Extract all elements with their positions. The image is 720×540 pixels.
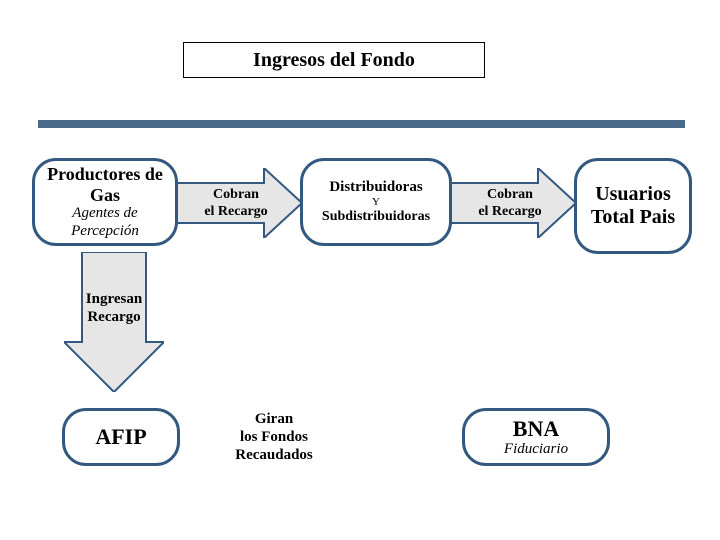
node-productores-title: Productores de Gas [41,164,169,205]
label-giran-line3: Recaudados [235,446,313,464]
arrow-ingresan-label: Ingresan Recargo [70,288,158,328]
node-distribuidoras-mid: Y [372,196,380,209]
node-distribuidoras-sub: Subdistribuidoras [322,209,430,225]
node-distribuidoras: Distribuidoras Y Subdistribuidoras [300,158,452,246]
node-bna: BNA Fiduciario [462,408,610,466]
node-usuarios: Usuarios Total Pais [574,158,692,254]
node-productores: Productores de Gas Agentes de Percepción [32,158,178,246]
node-usuarios-title: Usuarios Total Pais [583,183,683,229]
arrow-cobran-2-line1: Cobran [487,187,533,204]
arrow-cobran-1-line1: Cobran [213,187,259,204]
arrow-cobran-2-line2: el Recargo [478,204,541,221]
label-giran: Giran los Fondos Recaudados [214,408,334,466]
label-giran-line1: Giran [255,410,293,428]
arrow-cobran-1-line2: el Recargo [204,204,267,221]
label-giran-line2: los Fondos [240,428,308,446]
arrow-ingresan-line2: Recargo [87,308,140,326]
node-afip: AFIP [62,408,180,466]
node-distribuidoras-title: Distribuidoras [329,179,422,196]
arrow-cobran-1-label: Cobran el Recargo [196,184,276,224]
node-productores-sub: Agentes de Percepción [41,205,169,240]
divider-rule [38,120,685,128]
node-afip-title: AFIP [95,424,146,449]
arrow-ingresan-line1: Ingresan [86,290,142,308]
page-title-box: Ingresos del Fondo [183,42,485,78]
page-title: Ingresos del Fondo [253,49,415,72]
arrow-cobran-2-label: Cobran el Recargo [470,184,550,224]
node-bna-title: BNA [513,416,559,441]
node-bna-sub: Fiduciario [504,441,568,458]
